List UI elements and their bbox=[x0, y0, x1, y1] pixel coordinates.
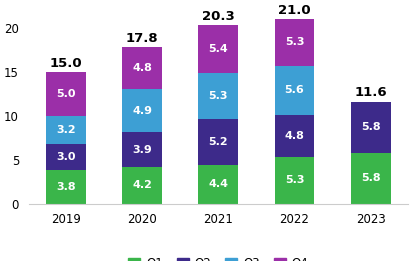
Bar bbox=[199, 25, 238, 73]
Text: 5.6: 5.6 bbox=[285, 85, 304, 95]
Text: 11.6: 11.6 bbox=[354, 86, 387, 99]
Bar bbox=[275, 157, 314, 204]
Bar bbox=[275, 19, 314, 66]
Text: 5.3: 5.3 bbox=[285, 37, 304, 48]
Bar bbox=[46, 144, 86, 170]
Bar bbox=[46, 116, 86, 144]
Text: 5.8: 5.8 bbox=[361, 122, 381, 132]
Legend: Q1, Q2, Q3, Q4: Q1, Q2, Q3, Q4 bbox=[124, 252, 313, 261]
Text: 4.8: 4.8 bbox=[285, 131, 304, 141]
Text: 5.0: 5.0 bbox=[56, 89, 75, 99]
Text: 5.2: 5.2 bbox=[208, 137, 228, 147]
Bar bbox=[199, 119, 238, 165]
Bar bbox=[275, 66, 314, 115]
Text: 5.3: 5.3 bbox=[285, 175, 304, 185]
Text: 3.0: 3.0 bbox=[56, 152, 75, 162]
Bar bbox=[199, 165, 238, 204]
Bar bbox=[351, 102, 391, 153]
Text: 4.2: 4.2 bbox=[132, 180, 152, 190]
Bar bbox=[122, 132, 162, 167]
Bar bbox=[122, 47, 162, 89]
Text: 4.9: 4.9 bbox=[132, 106, 152, 116]
Text: 3.8: 3.8 bbox=[56, 182, 76, 192]
Bar bbox=[351, 153, 391, 204]
Bar bbox=[275, 115, 314, 157]
Bar bbox=[122, 167, 162, 204]
Text: 17.8: 17.8 bbox=[126, 32, 158, 45]
Bar bbox=[46, 72, 86, 116]
Text: 21.0: 21.0 bbox=[278, 4, 311, 17]
Text: 20.3: 20.3 bbox=[202, 10, 235, 23]
Bar bbox=[199, 73, 238, 119]
Text: 4.8: 4.8 bbox=[132, 63, 152, 73]
Text: 4.4: 4.4 bbox=[208, 179, 228, 189]
Bar bbox=[122, 89, 162, 132]
Text: 5.4: 5.4 bbox=[208, 44, 228, 54]
Text: 5.3: 5.3 bbox=[208, 91, 228, 101]
Text: 15.0: 15.0 bbox=[49, 57, 82, 70]
Text: 5.8: 5.8 bbox=[361, 173, 381, 183]
Bar bbox=[46, 170, 86, 204]
Text: 3.2: 3.2 bbox=[56, 125, 76, 135]
Text: 3.9: 3.9 bbox=[132, 145, 152, 155]
